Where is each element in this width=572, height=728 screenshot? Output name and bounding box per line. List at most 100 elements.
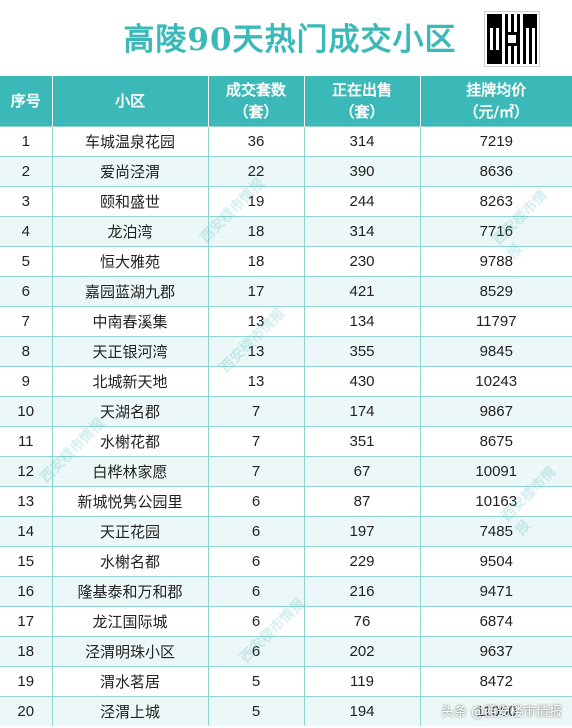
cell-name: 水榭名都 <box>52 546 209 577</box>
cell-selling: 174 <box>304 396 421 427</box>
cell-sold: 6 <box>208 486 305 517</box>
cell-name: 天湖名郡 <box>52 396 209 427</box>
cell-sold: 13 <box>208 336 305 367</box>
cell-no: 16 <box>0 576 53 607</box>
table-row: 6 嘉园蓝湖九郡 17 421 8529 <box>0 276 572 307</box>
cell-sold: 6 <box>208 636 305 667</box>
table-row: 2 爱尚泾渭 22 390 8636 <box>0 156 572 187</box>
cell-sold: 6 <box>208 516 305 547</box>
cell-no: 11 <box>0 426 53 457</box>
page-title: 高陵90天热门成交小区 <box>123 22 457 58</box>
cell-sold: 19 <box>208 186 305 217</box>
cell-selling: 314 <box>304 216 421 247</box>
cell-name: 隆基泰和万和郡 <box>52 576 209 607</box>
cell-name: 天正银河湾 <box>52 336 209 367</box>
cell-no: 19 <box>0 666 53 697</box>
cell-name: 天正花园 <box>52 516 209 547</box>
table-row: 11 水榭花都 7 351 8675 <box>0 426 572 457</box>
cell-price: 7219 <box>420 126 572 157</box>
cell-sold: 7 <box>208 456 305 487</box>
cell-selling: 355 <box>304 336 421 367</box>
table-row: 17 龙江国际城 6 76 6874 <box>0 606 572 637</box>
cell-price: 9867 <box>420 396 572 427</box>
table-row: 4 龙泊湾 18 314 7716 <box>0 216 572 247</box>
cell-price: 8529 <box>420 276 572 307</box>
table-row: 19 渭水茗居 5 119 8472 <box>0 666 572 697</box>
cell-selling: 229 <box>304 546 421 577</box>
cell-sold: 13 <box>208 306 305 337</box>
cell-price: 9788 <box>420 246 572 277</box>
cell-no: 7 <box>0 306 53 337</box>
cell-sold: 5 <box>208 666 305 697</box>
cell-selling: 430 <box>304 366 421 397</box>
table-row: 5 恒大雅苑 18 230 9788 <box>0 246 572 277</box>
cell-sold: 36 <box>208 126 305 157</box>
cell-name: 恒大雅苑 <box>52 246 209 277</box>
table-row: 10 天湖名郡 7 174 9867 <box>0 396 572 427</box>
col-header-sold: 成交套数 （套） <box>208 76 305 127</box>
cell-sold: 6 <box>208 576 305 607</box>
cell-selling: 197 <box>304 516 421 547</box>
cell-no: 12 <box>0 456 53 487</box>
col-header-selling: 正在出售 （套） <box>304 76 421 127</box>
cell-selling: 67 <box>304 456 421 487</box>
cell-no: 14 <box>0 516 53 547</box>
table-row: 12 白桦林家愿 7 67 10091 <box>0 456 572 487</box>
cell-price: 8472 <box>420 666 572 697</box>
cell-sold: 18 <box>208 246 305 277</box>
cell-selling: 194 <box>304 696 421 726</box>
table-row: 9 北城新天地 13 430 10243 <box>0 366 572 397</box>
cell-no: 5 <box>0 246 53 277</box>
cell-price: 7485 <box>420 516 572 547</box>
cell-selling: 230 <box>304 246 421 277</box>
cell-no: 8 <box>0 336 53 367</box>
cell-selling: 202 <box>304 636 421 667</box>
cell-price: 8263 <box>420 186 572 217</box>
cell-selling: 314 <box>304 126 421 157</box>
cell-sold: 6 <box>208 606 305 637</box>
cell-name: 水榭花都 <box>52 426 209 457</box>
cell-sold: 5 <box>208 696 305 726</box>
cell-name: 泾渭上城 <box>52 696 209 726</box>
cell-price: 8636 <box>420 156 572 187</box>
cell-no: 4 <box>0 216 53 247</box>
cell-name: 龙江国际城 <box>52 606 209 637</box>
table-row: 8 天正银河湾 13 355 9845 <box>0 336 572 367</box>
cell-selling: 87 <box>304 486 421 517</box>
cell-no: 1 <box>0 126 53 157</box>
cell-sold: 22 <box>208 156 305 187</box>
cell-selling: 390 <box>304 156 421 187</box>
cell-sold: 7 <box>208 396 305 427</box>
table-row: 1 车城温泉花园 36 314 7219 <box>0 126 572 157</box>
table-row: 13 新城悦隽公园里 6 87 10163 <box>0 486 572 517</box>
col-header-price: 挂牌均价 （元/㎡） <box>420 76 572 127</box>
table-row: 3 颐和盛世 19 244 8263 <box>0 186 572 217</box>
cell-name: 北城新天地 <box>52 366 209 397</box>
table-row: 20 泾渭上城 5 194 11050 <box>0 696 572 726</box>
cell-price: 10091 <box>420 456 572 487</box>
cell-sold: 17 <box>208 276 305 307</box>
cell-name: 嘉园蓝湖九郡 <box>52 276 209 307</box>
cell-price: 10163 <box>420 486 572 517</box>
title-bar: 高陵90天热门成交小区 <box>0 0 572 76</box>
cell-name: 爱尚泾渭 <box>52 156 209 187</box>
cell-name: 泾渭明珠小区 <box>52 636 209 667</box>
cell-no: 2 <box>0 156 53 187</box>
cell-price: 7716 <box>420 216 572 247</box>
cell-name: 白桦林家愿 <box>52 456 209 487</box>
cell-selling: 421 <box>304 276 421 307</box>
cell-selling: 351 <box>304 426 421 457</box>
cell-price: 9504 <box>420 546 572 577</box>
table-body: 1 车城温泉花园 36 314 7219 2 爱尚泾渭 22 390 8636 3 颐和盛世 19 244… <box>0 126 572 726</box>
cell-selling: 76 <box>304 606 421 637</box>
cell-price: 9471 <box>420 576 572 607</box>
cell-no: 18 <box>0 636 53 667</box>
cell-no: 3 <box>0 186 53 217</box>
cell-no: 10 <box>0 396 53 427</box>
cell-sold: 7 <box>208 426 305 457</box>
table-row: 18 泾渭明珠小区 6 202 9637 <box>0 636 572 667</box>
cell-name: 颐和盛世 <box>52 186 209 217</box>
cell-sold: 6 <box>208 546 305 577</box>
cell-selling: 119 <box>304 666 421 697</box>
cell-sold: 18 <box>208 216 305 247</box>
